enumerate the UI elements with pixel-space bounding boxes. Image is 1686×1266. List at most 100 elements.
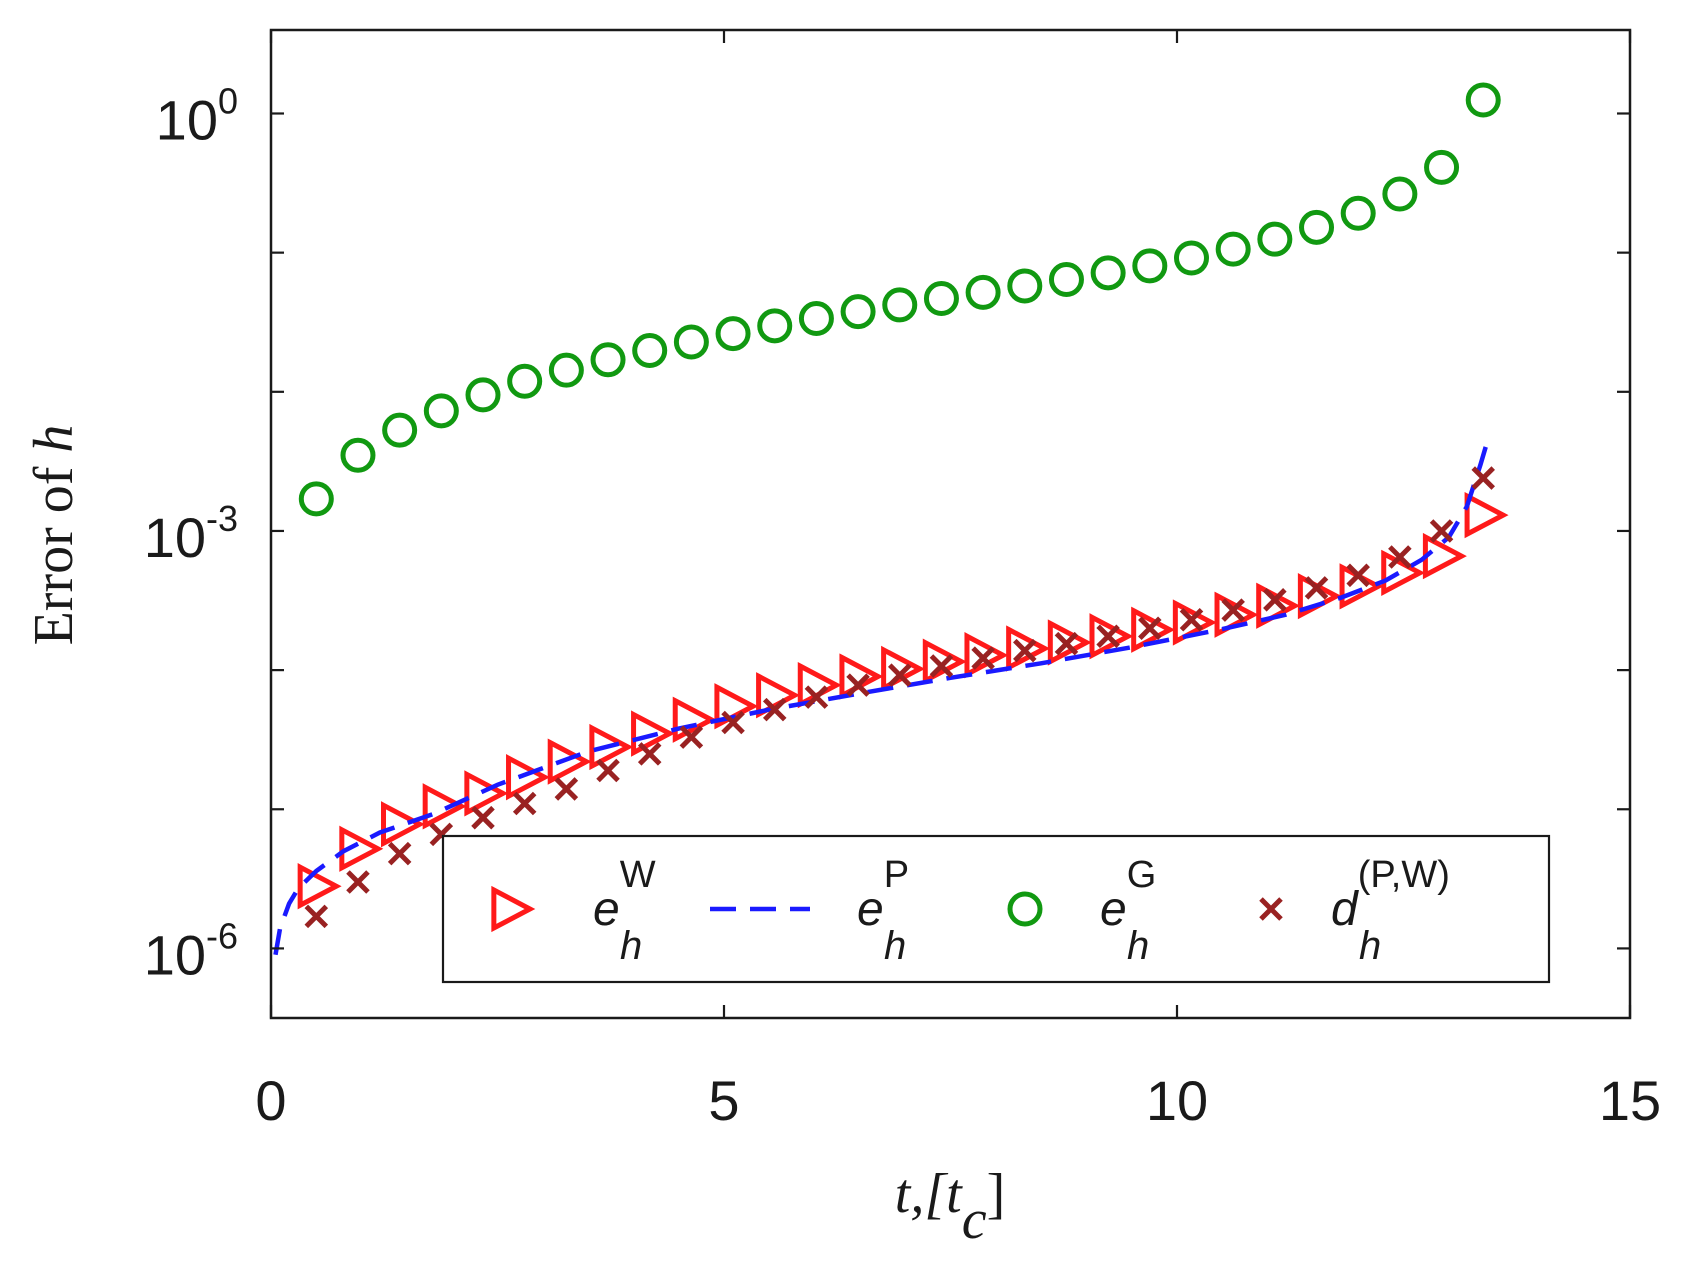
data-point [298,481,334,517]
data-point [1221,598,1245,622]
data-point [715,316,751,352]
data-point [1346,563,1370,588]
legend-swatch [1007,891,1043,927]
data-point [1090,255,1126,291]
data-point [923,281,959,317]
legend-label: eP [857,854,909,936]
y-tick-label: 10-6 [144,915,238,986]
legend-entry: ePh [710,854,909,968]
legend-label: eG [1100,854,1156,936]
legend-label-sup: P [884,854,909,896]
legend-label-base: d [1331,883,1359,936]
data-point [506,754,550,801]
y-axis-title-var: h [23,425,85,453]
data-point [1138,616,1162,640]
y-tick-label: 100 [156,80,238,151]
data-point [382,412,418,448]
series-2 [298,82,1501,517]
data-point [1304,576,1329,600]
data-point [596,758,620,783]
data-point [1471,466,1495,490]
legend-label-sub: h [1359,924,1381,968]
series-1 [273,433,1492,956]
data-point [304,904,329,929]
data-point [929,654,954,678]
data-point [1013,638,1037,663]
y-tick-label: 10-3 [144,498,238,569]
data-point [1215,231,1251,267]
legend-box [441,834,1551,984]
y-tick-base: 10 [156,88,218,151]
series-3 [304,466,1495,929]
data-point [1340,195,1376,231]
data-point [1047,619,1092,666]
legend-label-sup: G [1127,854,1157,896]
data-point [887,663,912,687]
data-point [965,274,1001,310]
data-point [1054,631,1079,656]
data-point [804,685,829,709]
data-point [1172,599,1217,646]
y-tick-exponent: 0 [218,80,238,121]
y-tick-exponent: -3 [206,498,238,539]
data-point [1382,176,1418,212]
legend-label: d(P,W) [1331,854,1450,936]
x-tick-label: 15 [1599,1069,1661,1132]
data-point [632,333,668,369]
legend-entry: eGh [1007,854,1156,968]
data-point [464,770,509,817]
data-point [637,742,662,766]
data-point [971,646,995,670]
y-axis-title: Error of h [23,425,85,646]
data-point [381,801,425,848]
data-point [846,673,870,697]
data-point [1424,149,1460,185]
y-tick-exponent: -6 [206,915,238,956]
data-point [1096,624,1120,649]
data-point [422,783,467,830]
data-point [679,725,704,749]
data-point [1299,209,1335,245]
data-point [631,710,676,757]
data-point [1131,606,1176,653]
data-point [762,697,787,722]
data-point [1173,240,1209,276]
data-point [423,393,459,429]
x-axis-title-close: ] [987,1163,1006,1225]
data-point [882,287,918,323]
data-point [757,308,793,344]
x-axis-title: t,[tc] [895,1163,1005,1251]
x-axis-title-main: t,[t [895,1163,963,1225]
data-point [1179,608,1204,632]
data-point [590,342,626,378]
data-point [471,805,495,830]
data-point [1263,588,1287,612]
data-point [673,324,709,360]
legend-swatch [1259,897,1283,921]
legend-label-sub: h [1127,924,1149,968]
data-point [465,377,501,413]
series-line [273,433,1492,956]
y-tick-base: 10 [144,923,206,986]
data-point [798,301,834,337]
legend-label-base: e [857,883,884,936]
legend-label-sub: h [620,924,642,968]
data-point [1464,491,1509,539]
data-point [387,841,412,866]
data-point [340,437,376,473]
data-point [1132,248,1168,284]
legend-label-base: e [593,883,620,936]
x-tick-label: 10 [1146,1069,1208,1132]
data-point [721,710,745,735]
y-axis-title-prefix: Error of [23,453,85,646]
x-tick-label: 0 [255,1069,286,1132]
data-point [554,777,579,801]
data-point [548,352,584,388]
x-tick-label: 5 [708,1069,739,1132]
data-point [1381,549,1426,596]
data-point [1007,268,1043,304]
legend-entry: d(P,W)h [1259,854,1450,968]
data-point [589,723,634,771]
